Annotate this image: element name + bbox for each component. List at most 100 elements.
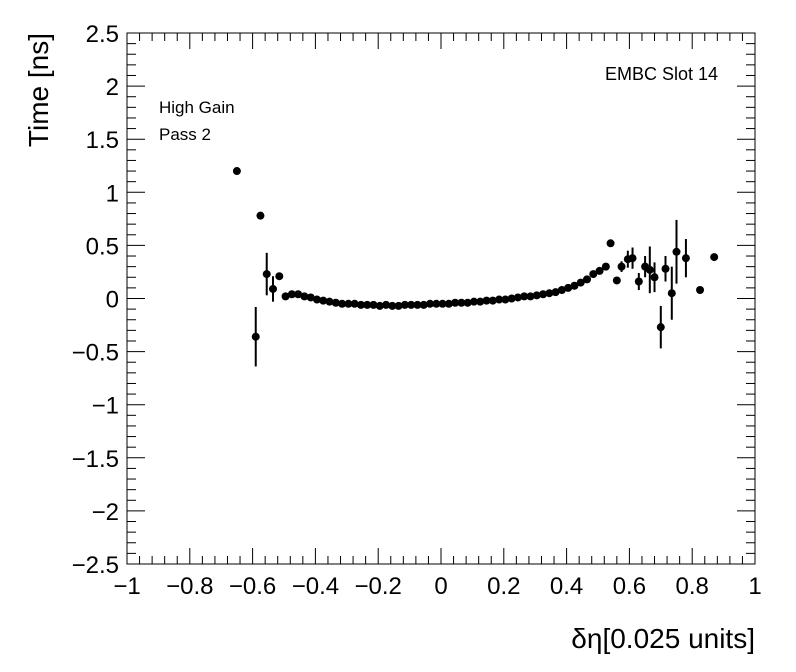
x-tick-label: 1 [748, 573, 761, 600]
data-point [451, 298, 460, 307]
data-point [413, 300, 422, 309]
data-point [338, 299, 347, 308]
x-tick-labels: −1 −0.8 −0.6 −0.4 −0.2 0 0.2 0.4 0.6 0.8 1 [113, 573, 761, 600]
x-tick-label: 0 [434, 573, 447, 600]
data-point [350, 299, 359, 308]
data-point [251, 332, 260, 341]
data-point [661, 264, 670, 273]
data-point [710, 253, 719, 262]
data-point [634, 277, 643, 286]
data-point [589, 270, 598, 279]
data-point [275, 272, 284, 281]
data-point [628, 254, 637, 263]
data-point [419, 300, 428, 309]
data-point [656, 323, 665, 332]
y-tick-label: 2.5 [86, 21, 119, 48]
x-tick-label: −0.6 [229, 573, 276, 600]
x-tick-label: −0.4 [292, 573, 339, 600]
data-point [667, 289, 676, 298]
data-point [645, 265, 654, 274]
data-point [262, 270, 271, 279]
data-point [300, 292, 309, 301]
data-point [457, 298, 466, 307]
data-point [363, 300, 372, 309]
y-tick-labels: 2.5 2 1.5 1 0.5 0 −0.5 −1 −1.5 −2 −2.5 [72, 21, 119, 579]
x-tick-label: 0.8 [676, 573, 709, 600]
y-tick-label: 0.5 [86, 233, 119, 260]
data-point [601, 262, 610, 271]
data-point [344, 299, 353, 308]
data-point [545, 289, 554, 298]
data-point [539, 290, 548, 299]
annotation-pass: Pass 2 [159, 125, 211, 144]
data-point [672, 247, 681, 256]
data-point [595, 266, 604, 275]
data-point [612, 276, 621, 285]
x-axis-label: δη[0.025 units] [571, 623, 755, 654]
data-point [469, 297, 478, 306]
data-point [557, 286, 566, 295]
data-point [526, 292, 535, 301]
y-tick-label: 0 [106, 287, 119, 314]
data-point [325, 297, 334, 306]
data-point [513, 293, 522, 302]
data-point [501, 295, 510, 304]
data-point [570, 281, 579, 290]
annotation-slot: EMBC Slot 14 [605, 64, 718, 84]
x-tick-label: 0.6 [613, 573, 646, 600]
data-point [520, 292, 529, 301]
data-point [617, 262, 626, 271]
data-point [551, 288, 560, 297]
data-point [476, 297, 485, 306]
data-point [438, 299, 447, 308]
data-point [463, 298, 472, 307]
data-point [232, 167, 241, 176]
data-point [382, 300, 391, 309]
data-point [432, 299, 441, 308]
data-point [426, 299, 435, 308]
data-point [495, 295, 504, 304]
x-tick-label: −1 [113, 573, 140, 600]
data-point [564, 283, 573, 292]
y-tick-label: −2.5 [72, 552, 119, 579]
data-point [696, 286, 705, 295]
data-point [294, 290, 303, 299]
data-point [256, 211, 265, 220]
data-point [375, 301, 384, 310]
data-points [232, 167, 719, 367]
y-axis-label: Time [ns] [23, 33, 54, 147]
data-point [576, 278, 585, 287]
data-point [369, 300, 378, 309]
y-tick-label: 1 [106, 180, 119, 207]
x-tick-label: 0.2 [487, 573, 520, 600]
data-point [583, 275, 592, 284]
data-point [444, 299, 453, 308]
y-tick-label: 1.5 [86, 127, 119, 154]
data-point [482, 296, 491, 305]
data-point [532, 291, 541, 300]
data-point [356, 300, 365, 309]
data-point [488, 296, 497, 305]
x-tick-label: −0.8 [166, 573, 213, 600]
y-tick-label: 2 [106, 74, 119, 101]
data-point [312, 295, 321, 304]
data-point [507, 294, 516, 303]
y-tick-label: −0.5 [72, 340, 119, 367]
data-point [394, 301, 403, 310]
x-tick-label: −0.2 [355, 573, 402, 600]
data-point [319, 296, 328, 305]
data-point [331, 298, 340, 307]
x-tick-label: 0.4 [550, 573, 583, 600]
y-tick-label: −1 [92, 393, 119, 420]
y-tick-label: −2 [92, 499, 119, 526]
data-point [281, 292, 290, 301]
data-point [388, 301, 397, 310]
data-point [650, 273, 659, 282]
axis-ticks [126, 32, 756, 565]
data-point [287, 290, 296, 299]
data-point [407, 300, 416, 309]
data-point [400, 300, 409, 309]
data-point [681, 254, 690, 263]
data-point [306, 293, 315, 302]
